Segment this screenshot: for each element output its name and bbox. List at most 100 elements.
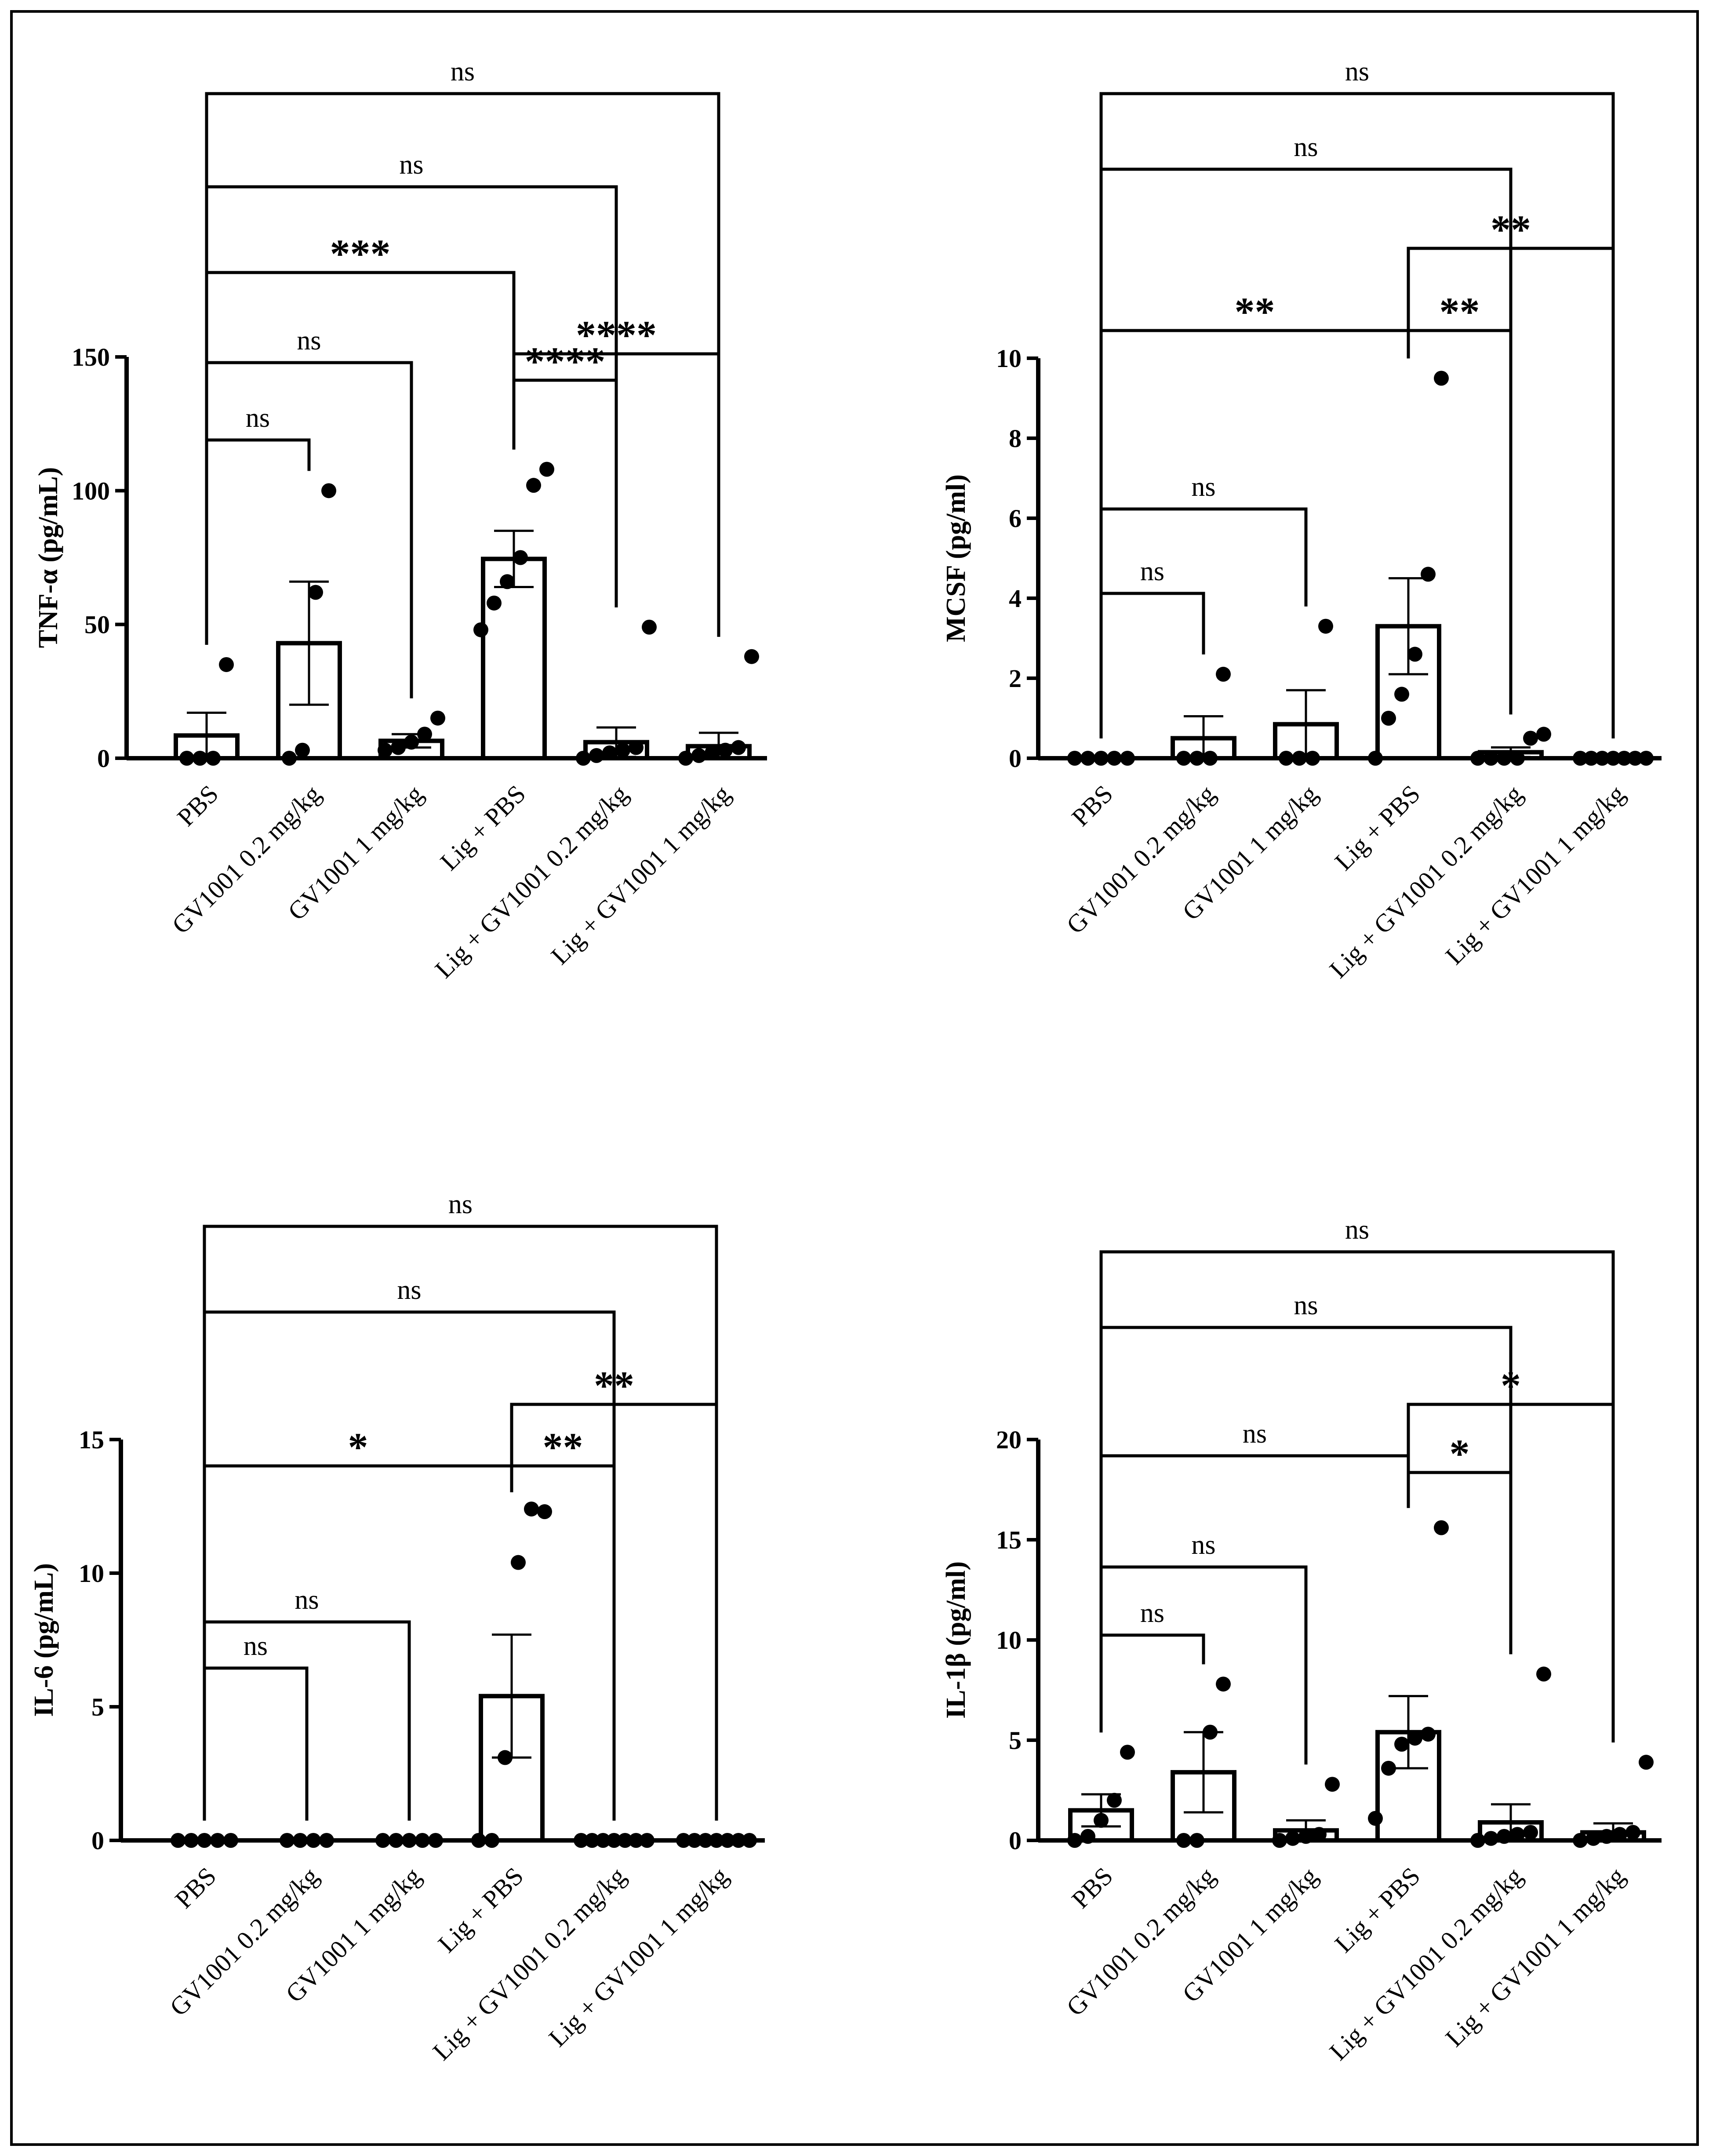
- data-point: [1381, 1760, 1396, 1776]
- data-point: [698, 1833, 713, 1848]
- data-point: [1080, 1829, 1095, 1844]
- data-point: [524, 1502, 539, 1517]
- data-point: [602, 745, 617, 760]
- data-point: [498, 1750, 513, 1765]
- significance-bracket: [1099, 92, 1615, 738]
- data-point: [1279, 751, 1294, 766]
- data-point: [1639, 1755, 1654, 1770]
- data-point: [308, 585, 323, 600]
- data-point: [1312, 1827, 1327, 1842]
- data-point: [731, 740, 746, 755]
- data-point: [223, 1833, 238, 1848]
- data-point: [1497, 751, 1512, 766]
- data-point: [1523, 731, 1538, 746]
- data-point: [1368, 1811, 1383, 1826]
- data-point: [705, 745, 720, 760]
- data-point: [1298, 1829, 1313, 1844]
- data-point: [193, 751, 207, 766]
- data-point: [1612, 1827, 1627, 1842]
- data-point: [1484, 1831, 1498, 1846]
- significance-label: ns: [399, 150, 423, 180]
- y-tick-label: 100: [72, 476, 110, 505]
- data-point: [1216, 666, 1231, 682]
- data-point: [607, 1833, 622, 1848]
- data-point: [709, 1833, 724, 1848]
- data-point: [1573, 1833, 1588, 1848]
- significance-label: ns: [295, 1585, 319, 1615]
- data-point: [589, 748, 604, 763]
- significance-bracket: [203, 1225, 718, 1821]
- data-point: [319, 1833, 334, 1848]
- data-point: [676, 1833, 691, 1848]
- y-axis-title: TNF-α (pg/mL): [33, 467, 63, 648]
- y-tick-label: 0: [1009, 1826, 1022, 1855]
- data-point: [1510, 751, 1525, 766]
- data-point: [1470, 751, 1485, 766]
- data-point: [1176, 1833, 1191, 1848]
- significance-bracket: [1099, 1250, 1615, 1743]
- data-point: [210, 1833, 225, 1848]
- data-point: [1606, 751, 1621, 766]
- data-point: [1484, 751, 1498, 766]
- data-point: [487, 595, 502, 611]
- significance-label: **: [1235, 289, 1275, 334]
- y-axis-title: MCSF (pg/ml): [941, 474, 971, 642]
- data-point: [1617, 751, 1632, 766]
- significance-label: ns: [1345, 1215, 1369, 1245]
- data-point: [1394, 687, 1409, 702]
- data-point: [511, 1555, 526, 1570]
- data-point: [629, 740, 644, 755]
- data-point: [585, 1833, 600, 1848]
- significance-label: ****: [525, 339, 606, 384]
- data-point: [1120, 1745, 1135, 1760]
- significance-label: ns: [1345, 57, 1369, 87]
- data-point: [1094, 1813, 1109, 1828]
- data-point: [1305, 751, 1320, 766]
- data-point: [615, 742, 630, 758]
- data-point: [428, 1833, 443, 1848]
- data-point: [1107, 751, 1122, 766]
- significance-label: ns: [244, 1631, 268, 1661]
- data-point: [280, 1833, 295, 1848]
- y-tick-label: 150: [72, 343, 110, 371]
- data-point: [171, 1833, 185, 1848]
- data-point: [687, 1833, 702, 1848]
- data-point: [484, 1833, 499, 1848]
- data-point: [1189, 751, 1204, 766]
- data-point: [1628, 751, 1643, 766]
- data-point: [1325, 1777, 1340, 1792]
- data-point: [1536, 727, 1551, 742]
- data-point: [742, 1833, 757, 1848]
- data-point: [375, 1833, 390, 1848]
- data-point: [1625, 1825, 1640, 1840]
- data-point: [321, 483, 336, 498]
- y-tick-label: 0: [1009, 744, 1022, 773]
- data-point: [417, 727, 432, 742]
- data-point: [1189, 1833, 1204, 1848]
- y-tick-label: 6: [1009, 504, 1022, 533]
- data-point: [404, 734, 419, 750]
- data-point: [720, 1833, 735, 1848]
- data-point: [1067, 1833, 1082, 1848]
- data-point: [1523, 1825, 1538, 1840]
- y-tick-label: 15: [996, 1526, 1022, 1554]
- significance-label: ***: [330, 231, 391, 276]
- significance-label: ns: [1243, 1419, 1267, 1449]
- y-tick-label: 4: [1009, 584, 1022, 613]
- data-point: [1497, 1829, 1512, 1844]
- data-point: [184, 1833, 199, 1848]
- significance-label: *: [348, 1425, 368, 1469]
- data-point: [539, 462, 554, 477]
- y-tick-label: 50: [84, 611, 110, 639]
- data-point: [629, 1833, 644, 1848]
- data-point: [1434, 371, 1449, 386]
- data-point: [197, 1833, 212, 1848]
- data-point: [1394, 1737, 1409, 1752]
- data-point: [596, 1833, 611, 1848]
- significance-label: ns: [1191, 472, 1215, 502]
- data-point: [576, 751, 591, 766]
- data-point: [1094, 751, 1109, 766]
- data-point: [1368, 751, 1383, 766]
- data-point: [1272, 1833, 1287, 1848]
